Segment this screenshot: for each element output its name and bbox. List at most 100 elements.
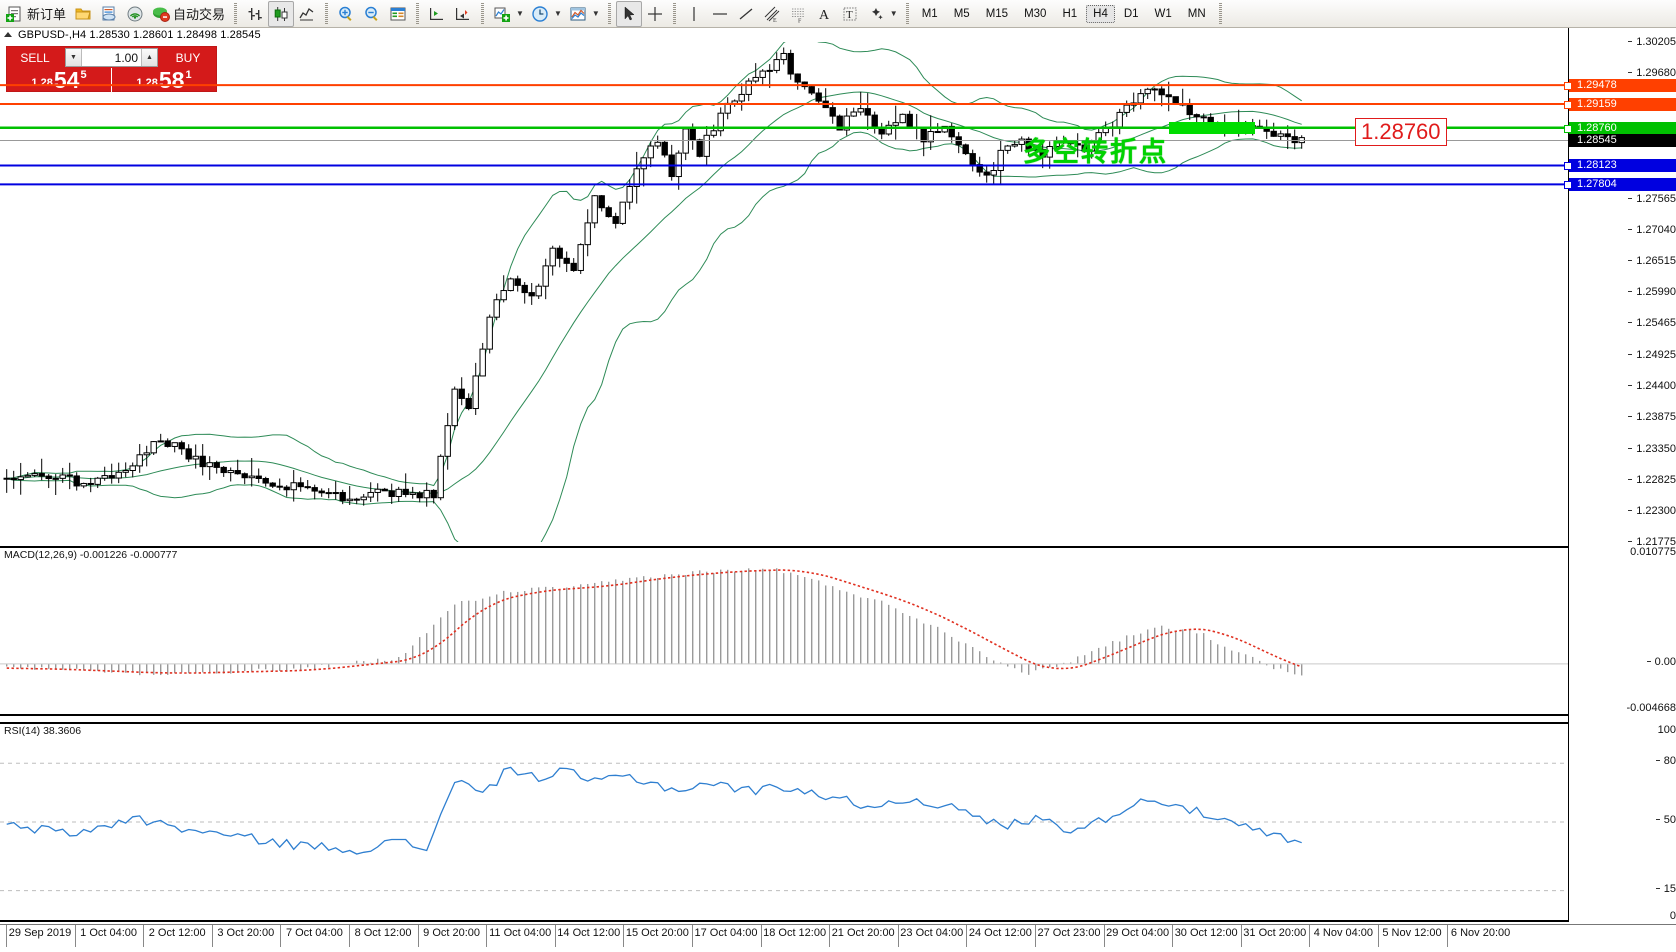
shapes-icon [867,5,885,23]
price-level-tag[interactable]: 1.28545 [1569,134,1676,148]
level-drag-handle[interactable] [1564,101,1572,110]
price-level-tag[interactable]: 1.27804 [1569,178,1676,192]
buy-price-pipette: 1 [185,69,192,81]
price-scale[interactable]: 1.302051.296801.291551.286151.280901.275… [1564,28,1676,922]
timeframe-h1[interactable]: H1 [1062,7,1078,20]
shapes-dropdown-arrow[interactable]: ▼ [889,9,898,18]
time-axis-separator [6,925,7,947]
level-drag-handle[interactable] [1564,162,1572,171]
time-axis[interactable]: 29 Sep 2019 1 Oct 04:00 2 Oct 12:00 3 Oct 2… [0,924,1676,949]
timeframe-h4[interactable]: H4 [1086,4,1115,23]
time-axis-separator [760,925,762,947]
indicators-dropdown-arrow[interactable]: ▼ [516,9,524,18]
timeframe-mn[interactable]: MN [1187,7,1206,20]
level-drag-handle[interactable] [1564,181,1572,190]
new-order-button[interactable]: 新订单 [2,1,70,27]
time-axis-label: 14 Oct 12:00 [557,927,621,939]
candle-chart-button[interactable] [268,0,295,27]
volume-increment-icon[interactable]: ▲ [141,49,157,66]
volume-stepper[interactable]: ▼ ▲ [65,48,158,67]
price-tick: 1.21775 [1628,536,1676,548]
level-drag-handle[interactable] [1564,82,1572,91]
trendline-button[interactable] [733,1,759,27]
time-axis-label: 21 Oct 20:00 [831,927,895,939]
time-axis-separator [349,925,350,947]
price-chart-canvas[interactable] [0,42,1568,542]
auto-scroll-button[interactable] [450,1,476,27]
trendline-icon [737,5,755,23]
timeframe-w1[interactable]: W1 [1154,7,1172,20]
zoom-in-button[interactable] [333,1,359,27]
crosshair-button[interactable] [642,1,668,27]
time-axis-separator [692,925,693,947]
price-level-tag[interactable]: 1.28760 [1569,121,1676,135]
timeframe-d1[interactable]: D1 [1123,7,1139,20]
chart-symbol-header: GBPUSD-,H4 1.28530 1.28601 1.28498 1.285… [4,29,261,41]
buy-button[interactable]: BUY [160,47,216,68]
line-chart-icon [298,5,316,23]
price-level-tag[interactable]: 1.28123 [1569,159,1676,173]
indicators-button[interactable] [489,1,515,27]
period-dropdown-arrow[interactable]: ▼ [553,9,562,18]
market-watch-button[interactable] [122,1,148,27]
shift-end-button[interactable] [424,1,450,27]
price-level-tag[interactable]: 1.29478 [1569,79,1676,93]
price-tick: 1.29680 [1628,67,1676,79]
rsi-panel[interactable] [0,722,1568,922]
auto-scroll-icon [454,5,472,23]
highlight-block [1169,122,1255,134]
data-window-button[interactable] [385,1,411,27]
horizontal-line-button[interactable] [707,1,733,27]
pivot-price-tag: 1.28760 [1355,118,1447,146]
folder-button[interactable] [70,1,96,27]
volume-input[interactable] [82,49,141,66]
rsi-scale-tick: 15 [1655,883,1676,895]
price-tick: 1.24400 [1628,380,1676,392]
timeframe-m15[interactable]: M15 [985,7,1009,20]
time-axis-separator [897,925,899,947]
macd-label: MACD(12,26,9) -0.001226 -0.000777 [4,549,178,561]
text-label-button[interactable]: T [837,1,863,27]
time-axis-label: 7 Oct 04:00 [285,927,343,939]
equidistant-channel-button[interactable]: E [759,1,785,27]
collapse-triangle-icon[interactable] [4,32,12,37]
line-chart-button[interactable] [294,1,320,27]
vertical-line-button[interactable] [681,1,707,27]
bar-chart-button[interactable] [242,1,268,27]
level-drag-handle[interactable] [1564,124,1572,133]
timeframe-m30[interactable]: M30 [1024,7,1047,20]
cursor-button[interactable] [615,0,642,27]
toolbar-separator-1 [234,2,238,25]
toolbar-separator-6 [672,2,676,25]
templates-button[interactable] [565,1,591,27]
time-axis-separator [280,925,282,947]
text-button[interactable]: A [811,1,837,27]
volume-decrement-icon[interactable]: ▼ [66,49,82,66]
period-button[interactable] [527,1,553,27]
price-chart-panel[interactable] [0,42,1568,542]
timeframe-m5[interactable]: M5 [953,7,970,20]
price-tick: 1.24925 [1628,349,1676,361]
macd-canvas[interactable] [0,548,1568,714]
shapes-button[interactable] [863,1,889,27]
profiles-button[interactable] [96,1,122,27]
autotrade-icon [152,5,171,23]
templates-dropdown-arrow[interactable]: ▼ [591,9,600,18]
zoom-out-button[interactable] [359,1,385,27]
macd-scale-tick: 0.00 [1646,656,1676,668]
price-tick: 1.25990 [1628,286,1676,298]
timeframe-m1[interactable]: M1 [921,7,938,20]
time-axis-separator [1035,925,1036,947]
svg-text:F: F [798,18,802,23]
rsi-canvas[interactable] [0,724,1568,920]
fibo-icon: F [789,5,807,23]
autotrade-button[interactable]: 自动交易 [148,1,229,27]
time-axis-label: 24 Oct 12:00 [968,927,1032,939]
rsi-scale-tick: 50 [1655,814,1676,826]
fibonacci-button[interactable]: F [785,1,811,27]
sell-button[interactable]: SELL [7,47,63,68]
price-level-tag[interactable]: 1.29159 [1569,98,1676,112]
bar-chart-icon [246,5,264,23]
rsi-scale-tick: 80 [1655,755,1676,767]
macd-panel[interactable] [0,546,1568,716]
